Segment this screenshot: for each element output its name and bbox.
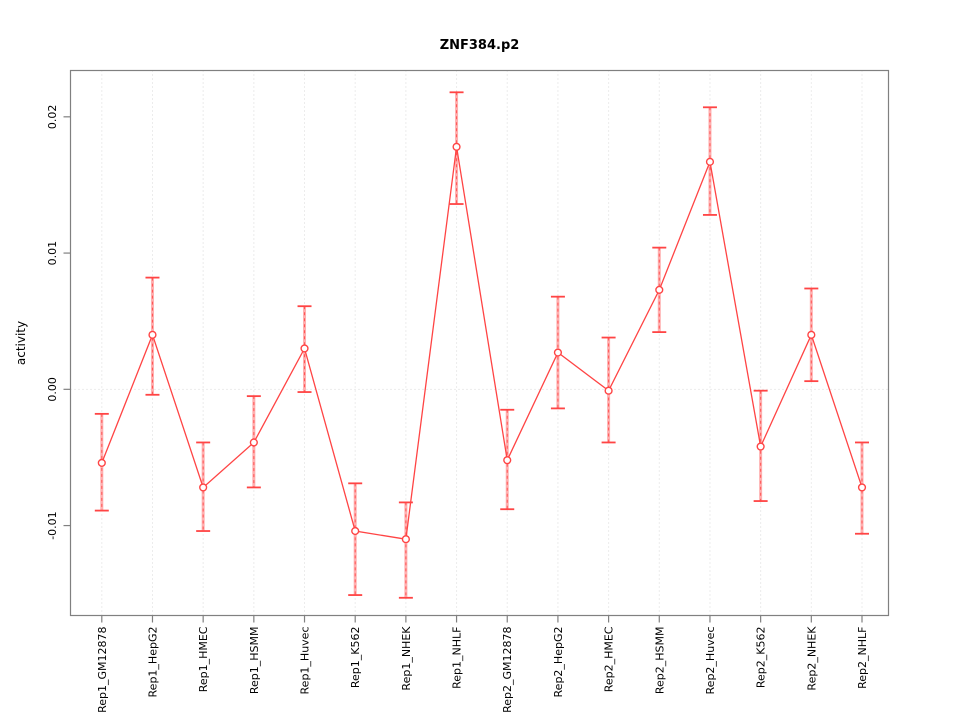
x-tick-label: Rep1_K562 — [349, 627, 362, 689]
y-axis-label: activity — [14, 321, 28, 365]
x-tick-label: Rep2_Huvec — [704, 627, 717, 695]
data-point-marker — [249, 438, 258, 447]
data-point-marker — [604, 386, 613, 395]
data-point-marker — [553, 348, 563, 357]
x-tick-label: Rep2_HepG2 — [552, 627, 565, 698]
x-tick-label: Rep2_K562 — [755, 627, 768, 689]
plot-area: -0.01 0.00 0.01 0.02 Rep1_GM12878 Rep1_HepG2 R… — [46, 69, 890, 713]
data-point-marker — [148, 330, 157, 339]
x-tick-label: Rep2_NHLF — [856, 627, 869, 689]
x-tick-label: Rep1_GM12878 — [96, 627, 109, 713]
x-tick-label: Rep1_HepG2 — [146, 627, 159, 698]
x-tick-label: Rep2_HSMM — [653, 627, 666, 695]
x-tick-label: Rep1_HSMM — [248, 627, 261, 695]
chart-title: ZNF384.p2 — [440, 38, 520, 53]
data-point-marker — [655, 285, 664, 294]
y-tick-label: 0.01 — [46, 241, 59, 266]
data-point-marker — [807, 330, 816, 339]
x-tick-label: Rep1_NHEK — [400, 626, 413, 691]
y-tick-label: -0.01 — [46, 511, 59, 539]
y-tick-label: 0.02 — [46, 105, 59, 130]
x-tick-label: Rep2_NHEK — [805, 626, 818, 691]
data-point-marker — [199, 483, 208, 492]
data-point-marker — [756, 442, 765, 451]
x-tick-label: Rep1_NHLF — [451, 627, 464, 689]
data-point-marker — [452, 142, 461, 151]
data-series-line — [101, 146, 863, 540]
x-tick-label: Rep1_Huvec — [299, 627, 312, 695]
data-point-marker — [351, 526, 360, 536]
plot-border — [69, 69, 890, 617]
data-point-marker — [503, 456, 512, 465]
data-point-marker — [857, 483, 867, 492]
x-tick-label: Rep2_GM12878 — [501, 627, 514, 713]
data-point-marker — [300, 344, 309, 353]
x-tick-label: Rep1_HMEC — [197, 626, 210, 692]
data-point-marker — [705, 157, 715, 166]
data-point-marker — [97, 458, 106, 468]
x-tick-label: Rep2_HMEC — [603, 626, 616, 692]
data-point-marker — [401, 535, 410, 544]
y-tick-label: 0.00 — [46, 377, 59, 402]
